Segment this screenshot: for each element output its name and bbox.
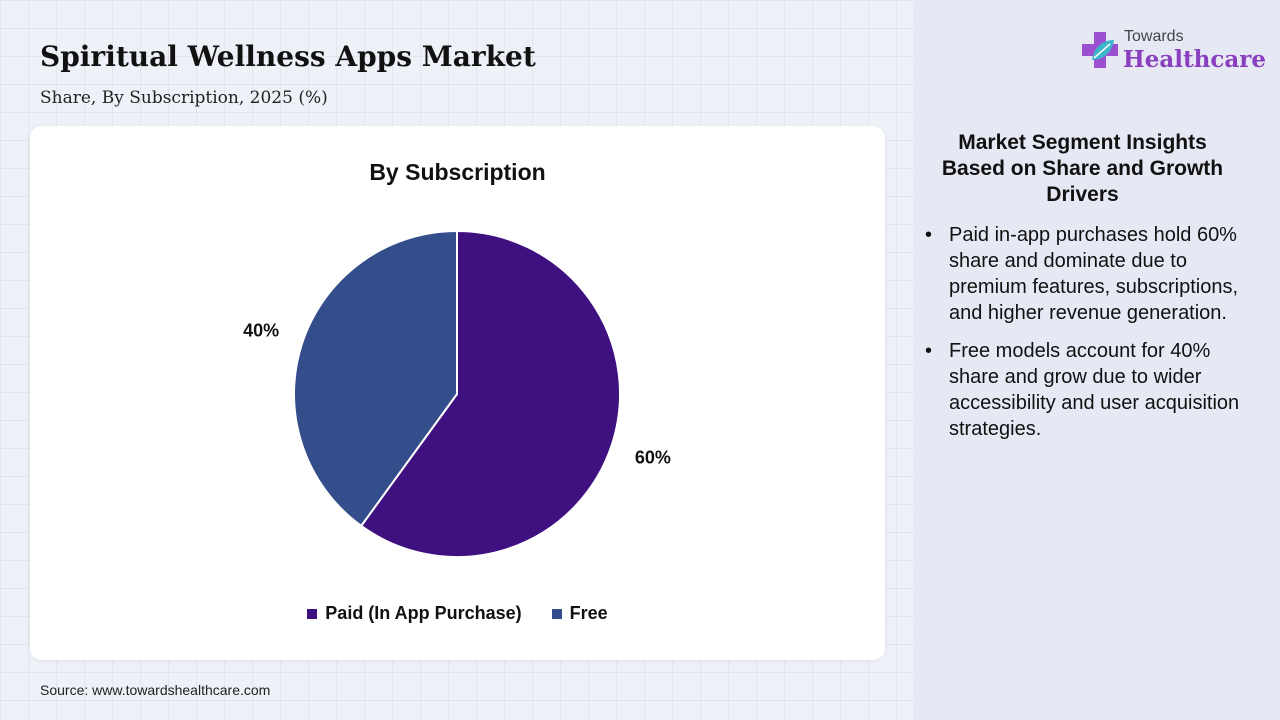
page-title: Spiritual Wellness Apps Market — [40, 40, 536, 73]
medical-cross-leaf-icon — [1082, 32, 1118, 68]
legend-swatch-free — [551, 608, 562, 619]
bullet-mark: • — [925, 340, 933, 362]
logo-top-text: Towards — [1124, 28, 1184, 45]
page-subtitle: Share, By Subscription, 2025 (%) — [40, 88, 328, 108]
pie-data-label-free: 40% — [243, 320, 279, 340]
brand-logo: Towards Healthcare — [1080, 28, 1266, 78]
chart-legend: Paid (In App Purchase) Free — [0, 603, 915, 624]
chart-title: By Subscription — [369, 159, 546, 185]
pie-chart: 60% 40% — [243, 229, 671, 558]
pie-data-label-paid: 60% — [635, 448, 671, 468]
insight-item: • Free models account for 40% share and … — [925, 338, 1245, 442]
pie-slice-free — [293, 229, 458, 528]
source-note: Source: www.towardshealthcare.com — [40, 682, 271, 698]
legend-item-free: Free — [551, 603, 608, 624]
bullet-mark: • — [925, 224, 933, 246]
logo-main-text: Healthcare — [1123, 46, 1267, 73]
legend-swatch-paid — [307, 608, 318, 619]
insight-text: Paid in-app purchases hold 60% share and… — [949, 224, 1239, 324]
insights-list: • Paid in-app purchases hold 60% share a… — [925, 222, 1245, 454]
insight-item: • Paid in-app purchases hold 60% share a… — [925, 222, 1245, 326]
insights-panel — [913, 0, 1280, 720]
insights-title: Market Segment Insights Based on Share a… — [941, 131, 1224, 206]
pie-slice-paid — [359, 229, 621, 558]
legend-item-paid: Paid (In App Purchase) — [307, 603, 522, 624]
legend-label-paid: Paid (In App Purchase) — [325, 603, 522, 623]
legend-label-free: Free — [569, 603, 608, 623]
insight-text: Free models account for 40% share and gr… — [949, 340, 1240, 440]
